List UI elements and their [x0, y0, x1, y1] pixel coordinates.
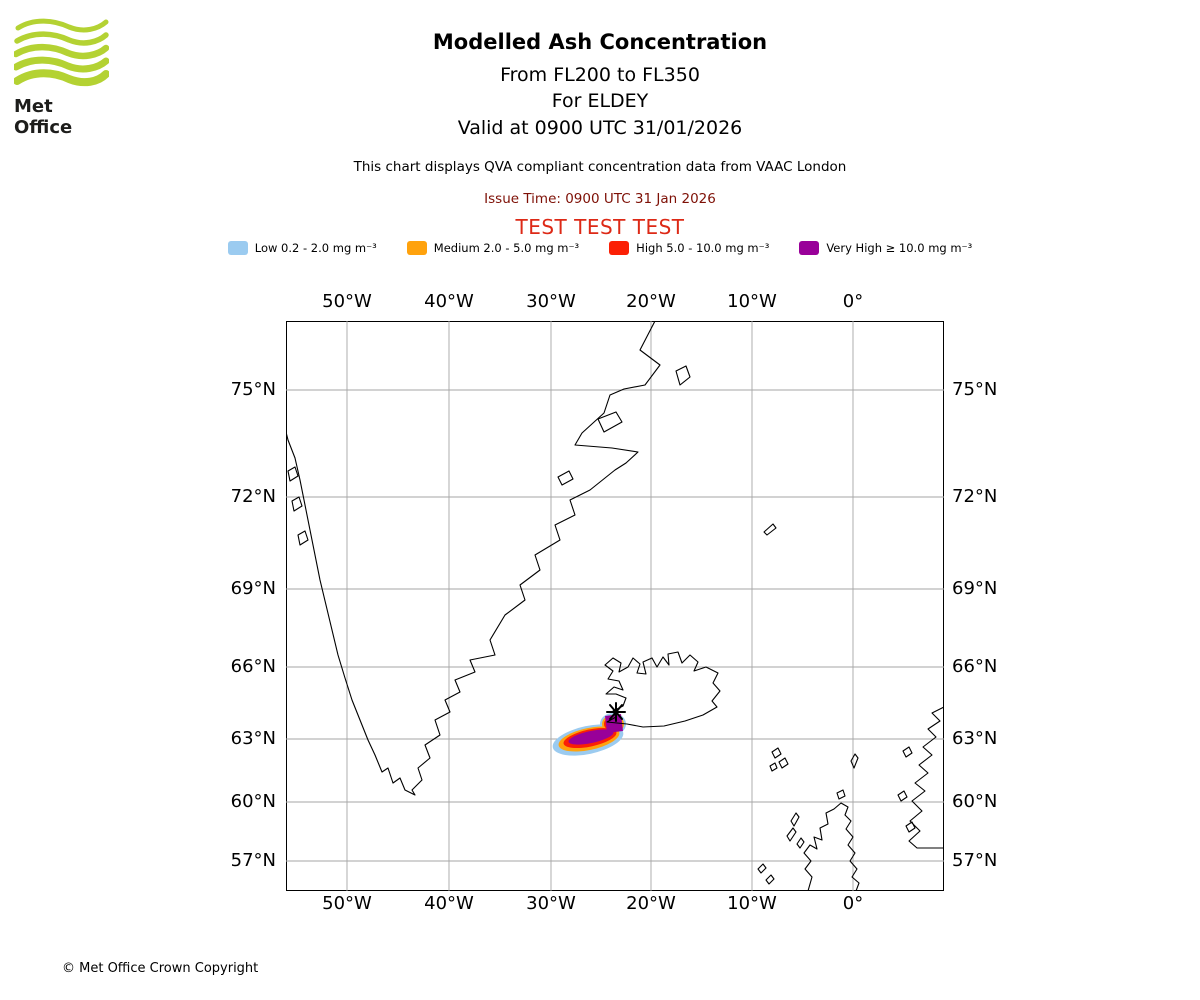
- x-tick-label-top: 0°: [842, 291, 864, 312]
- faroe-islands-coastline: [769, 762, 778, 772]
- legend-label: High 5.0 - 10.0 mg m⁻³: [636, 241, 770, 255]
- y-tick-label-left: 72°N: [230, 486, 276, 507]
- page-title: Modelled Ash Concentration: [432, 30, 768, 54]
- legend-item-high: High 5.0 - 10.0 mg m⁻³: [609, 241, 769, 255]
- x-tick-label-top: 40°W: [424, 291, 474, 312]
- greenland-west-islet: [291, 496, 303, 512]
- met-office-logo: Met Office: [12, 16, 114, 138]
- legend-item-very_high: Very High ≥ 10.0 mg m⁻³: [799, 241, 972, 255]
- hebrides-coastline: [790, 812, 800, 827]
- hebrides-coastline: [786, 827, 797, 842]
- islet: [765, 874, 775, 885]
- legend: Low 0.2 - 2.0 mg m⁻³ Medium 2.0 - 5.0 mg …: [0, 241, 1200, 255]
- hebrides-coastline: [796, 837, 805, 849]
- scotland-coastline: [803, 802, 860, 891]
- low-swatch-icon: [227, 241, 248, 255]
- y-tick-label-left: 63°N: [230, 728, 276, 749]
- y-tick-label-right: 66°N: [952, 656, 998, 677]
- y-tick-label-right: 63°N: [952, 728, 998, 749]
- ash-plume: [552, 713, 626, 756]
- norway-islet: [905, 821, 916, 833]
- map: [286, 321, 944, 891]
- volcano-name: For ELDEY: [551, 90, 649, 112]
- grid-lines: [286, 321, 944, 891]
- iceland-coastline: [604, 651, 721, 728]
- y-tick-label-right: 72°N: [952, 486, 998, 507]
- x-tick-label-bottom: 0°: [842, 893, 864, 914]
- x-tick-label-bottom: 20°W: [626, 893, 676, 914]
- logo-waves-icon: [12, 18, 110, 87]
- y-tick-label-right: 57°N: [952, 850, 998, 871]
- norway-islet: [902, 746, 913, 758]
- x-tick-label-bottom: 10°W: [727, 893, 777, 914]
- islet: [757, 863, 767, 874]
- jan-mayen-coastline: [763, 523, 777, 536]
- y-tick-label-right: 60°N: [952, 791, 998, 812]
- shetland-coastline: [850, 753, 859, 769]
- x-tick-label-top: 30°W: [526, 291, 576, 312]
- issue-time: Issue Time: 0900 UTC 31 Jan 2026: [484, 191, 716, 207]
- greenland-west-islet: [287, 466, 299, 482]
- greenland-island: [675, 365, 691, 386]
- volcano-icon: [606, 702, 626, 722]
- logo-wordmark: Met Office: [14, 96, 73, 138]
- greenland-coastline: [286, 321, 661, 796]
- y-tick-label-right: 69°N: [952, 578, 998, 599]
- y-tick-label-left: 60°N: [230, 791, 276, 812]
- legend-item-medium: Medium 2.0 - 5.0 mg m⁻³: [406, 241, 580, 255]
- greenland-island: [597, 411, 623, 433]
- y-tick-label-right: 75°N: [952, 379, 998, 400]
- coastlines: [286, 321, 944, 891]
- plume-veryhigh-contour: [568, 729, 614, 745]
- faroe-islands-coastline: [778, 757, 789, 769]
- faroe-islands-coastline: [771, 747, 782, 759]
- test-banner: TEST TEST TEST: [515, 215, 685, 239]
- valid-time: Valid at 0900 UTC 31/01/2026: [457, 117, 743, 139]
- x-tick-label-bottom: 50°W: [322, 893, 372, 914]
- high-swatch-icon: [609, 241, 630, 255]
- qva-note: This chart displays QVA compliant concen…: [353, 159, 847, 175]
- x-tick-label-top: 20°W: [626, 291, 676, 312]
- y-tick-label-left: 57°N: [230, 850, 276, 871]
- legend-label: Very High ≥ 10.0 mg m⁻³: [826, 241, 973, 255]
- x-tick-label-bottom: 30°W: [526, 893, 576, 914]
- flight-levels: From FL200 to FL350: [500, 64, 700, 86]
- x-tick-label-top: 50°W: [322, 291, 372, 312]
- legend-item-low: Low 0.2 - 2.0 mg m⁻³: [227, 241, 377, 255]
- orkney-coastline: [836, 789, 846, 800]
- copyright: © Met Office Crown Copyright: [62, 961, 259, 976]
- greenland-west-islet: [297, 530, 309, 546]
- legend-label: Low 0.2 - 2.0 mg m⁻³: [254, 241, 377, 255]
- medium-swatch-icon: [406, 241, 427, 255]
- y-tick-label-left: 75°N: [230, 379, 276, 400]
- y-tick-label-left: 66°N: [230, 656, 276, 677]
- x-tick-label-top: 10°W: [727, 291, 777, 312]
- very_high-swatch-icon: [799, 241, 820, 255]
- x-tick-label-bottom: 40°W: [424, 893, 474, 914]
- legend-label: Medium 2.0 - 5.0 mg m⁻³: [433, 241, 580, 255]
- norway-islet: [897, 790, 908, 802]
- y-tick-label-left: 69°N: [230, 578, 276, 599]
- map-frame: [286, 321, 944, 891]
- norway-coastline: [908, 706, 944, 849]
- greenland-island: [557, 470, 574, 486]
